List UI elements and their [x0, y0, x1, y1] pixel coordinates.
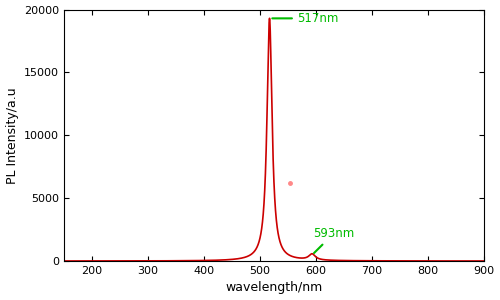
Y-axis label: PL Intensity/a.u: PL Intensity/a.u	[6, 87, 18, 184]
Text: 517nm: 517nm	[272, 12, 339, 25]
Text: 593nm: 593nm	[313, 227, 354, 253]
X-axis label: wavelength/nm: wavelength/nm	[226, 281, 322, 294]
